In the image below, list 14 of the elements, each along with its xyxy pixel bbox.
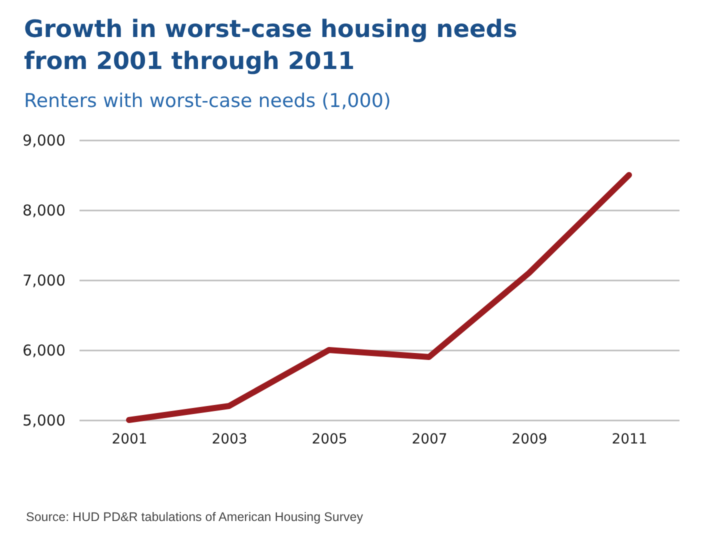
y-tick-label: 9,000 <box>22 132 66 150</box>
x-tick-label: 2007 <box>412 432 448 448</box>
x-tick-label: 2009 <box>512 432 548 448</box>
x-tick-label: 2003 <box>212 432 248 448</box>
x-tick-label: 2011 <box>612 432 648 448</box>
y-tick-label: 6,000 <box>22 342 66 360</box>
x-tick-label: 2005 <box>312 432 348 448</box>
source-note: Source: HUD PD&R tabulations of American Housing Survey <box>26 510 363 524</box>
x-tick-label: 2001 <box>112 432 148 448</box>
y-tick-label: 5,000 <box>22 412 66 430</box>
chart-subtitle: Renters with worst-case needs (1,000) <box>24 90 391 112</box>
y-tick-label: 7,000 <box>22 272 66 290</box>
chart-title: Growth in worst-case housing needs from 2001 through 2011 <box>24 15 518 75</box>
y-tick-label: 8,000 <box>22 202 66 220</box>
